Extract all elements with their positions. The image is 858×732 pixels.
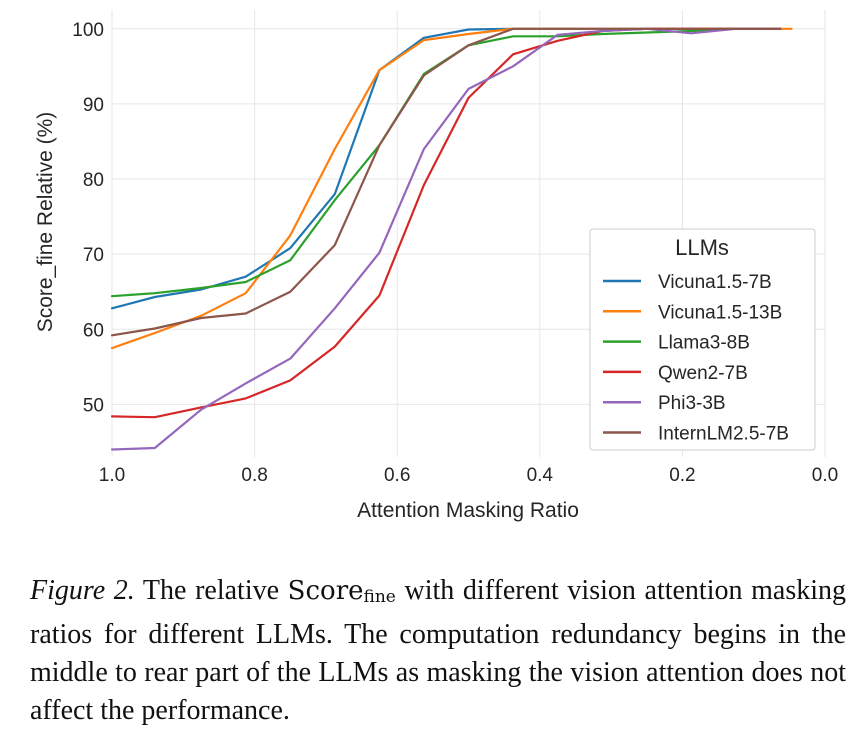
y-tick-label: 70 [83,245,104,266]
legend-item-label: Llama3-8B [658,333,750,354]
caption-text-after: with different vision attention masking … [30,575,847,726]
x-tick-label: 0.0 [812,465,838,486]
y-axis-label: Score_fine Relative (%) [34,112,57,333]
legend-item-label: Vicuna1.5-7B [658,272,772,293]
score-subscript: fine [363,587,396,607]
x-tick-label: 0.6 [384,465,410,486]
figure-caption: Figure 2. The relative Scorefine with di… [30,572,846,730]
line-chart: 1.0 0.8 0.6 0.4 0.2 0.0 50 60 70 80 90 100 Attenti… [34,10,838,522]
series-line-internlm2-5-7b [110,27,782,337]
legend-item-label: Vicuna1.5-13B [658,302,782,323]
legend-box [589,228,816,451]
score-word: Score [287,576,364,606]
x-axis-label: Attention Masking Ratio [357,499,579,522]
x-axis-ticks: 1.0 0.8 0.6 0.4 0.2 0.0 [99,465,838,486]
score-fine-term: Scorefine [287,576,396,607]
legend-item-label: Phi3-3B [658,393,726,414]
y-tick-label: 80 [83,170,104,191]
figure-label: Figure 2. [30,575,135,606]
y-axis-ticks: 50 60 70 80 90 100 [72,20,104,417]
series-lines [110,27,793,451]
legend: LLMs Vicuna1.5-7B Vicuna1.5-13B Llama3-8B Q… [589,228,816,451]
series-line-phi3-3b [110,27,782,451]
y-tick-label: 50 [83,395,104,416]
grid-lines [111,10,826,457]
y-tick-label: 90 [83,95,104,116]
x-tick-label: 0.2 [669,465,695,486]
y-tick-label: 60 [83,320,104,341]
legend-item-label: InternLM2.5-7B [658,424,789,445]
legend-title: LLMs [675,235,729,260]
x-tick-label: 1.0 [99,465,125,486]
x-tick-label: 0.8 [241,465,267,486]
legend-item-label: Qwen2-7B [658,363,748,384]
x-tick-label: 0.4 [527,465,554,486]
caption-text-before: The relative [142,575,280,606]
y-tick-label: 100 [72,20,104,41]
